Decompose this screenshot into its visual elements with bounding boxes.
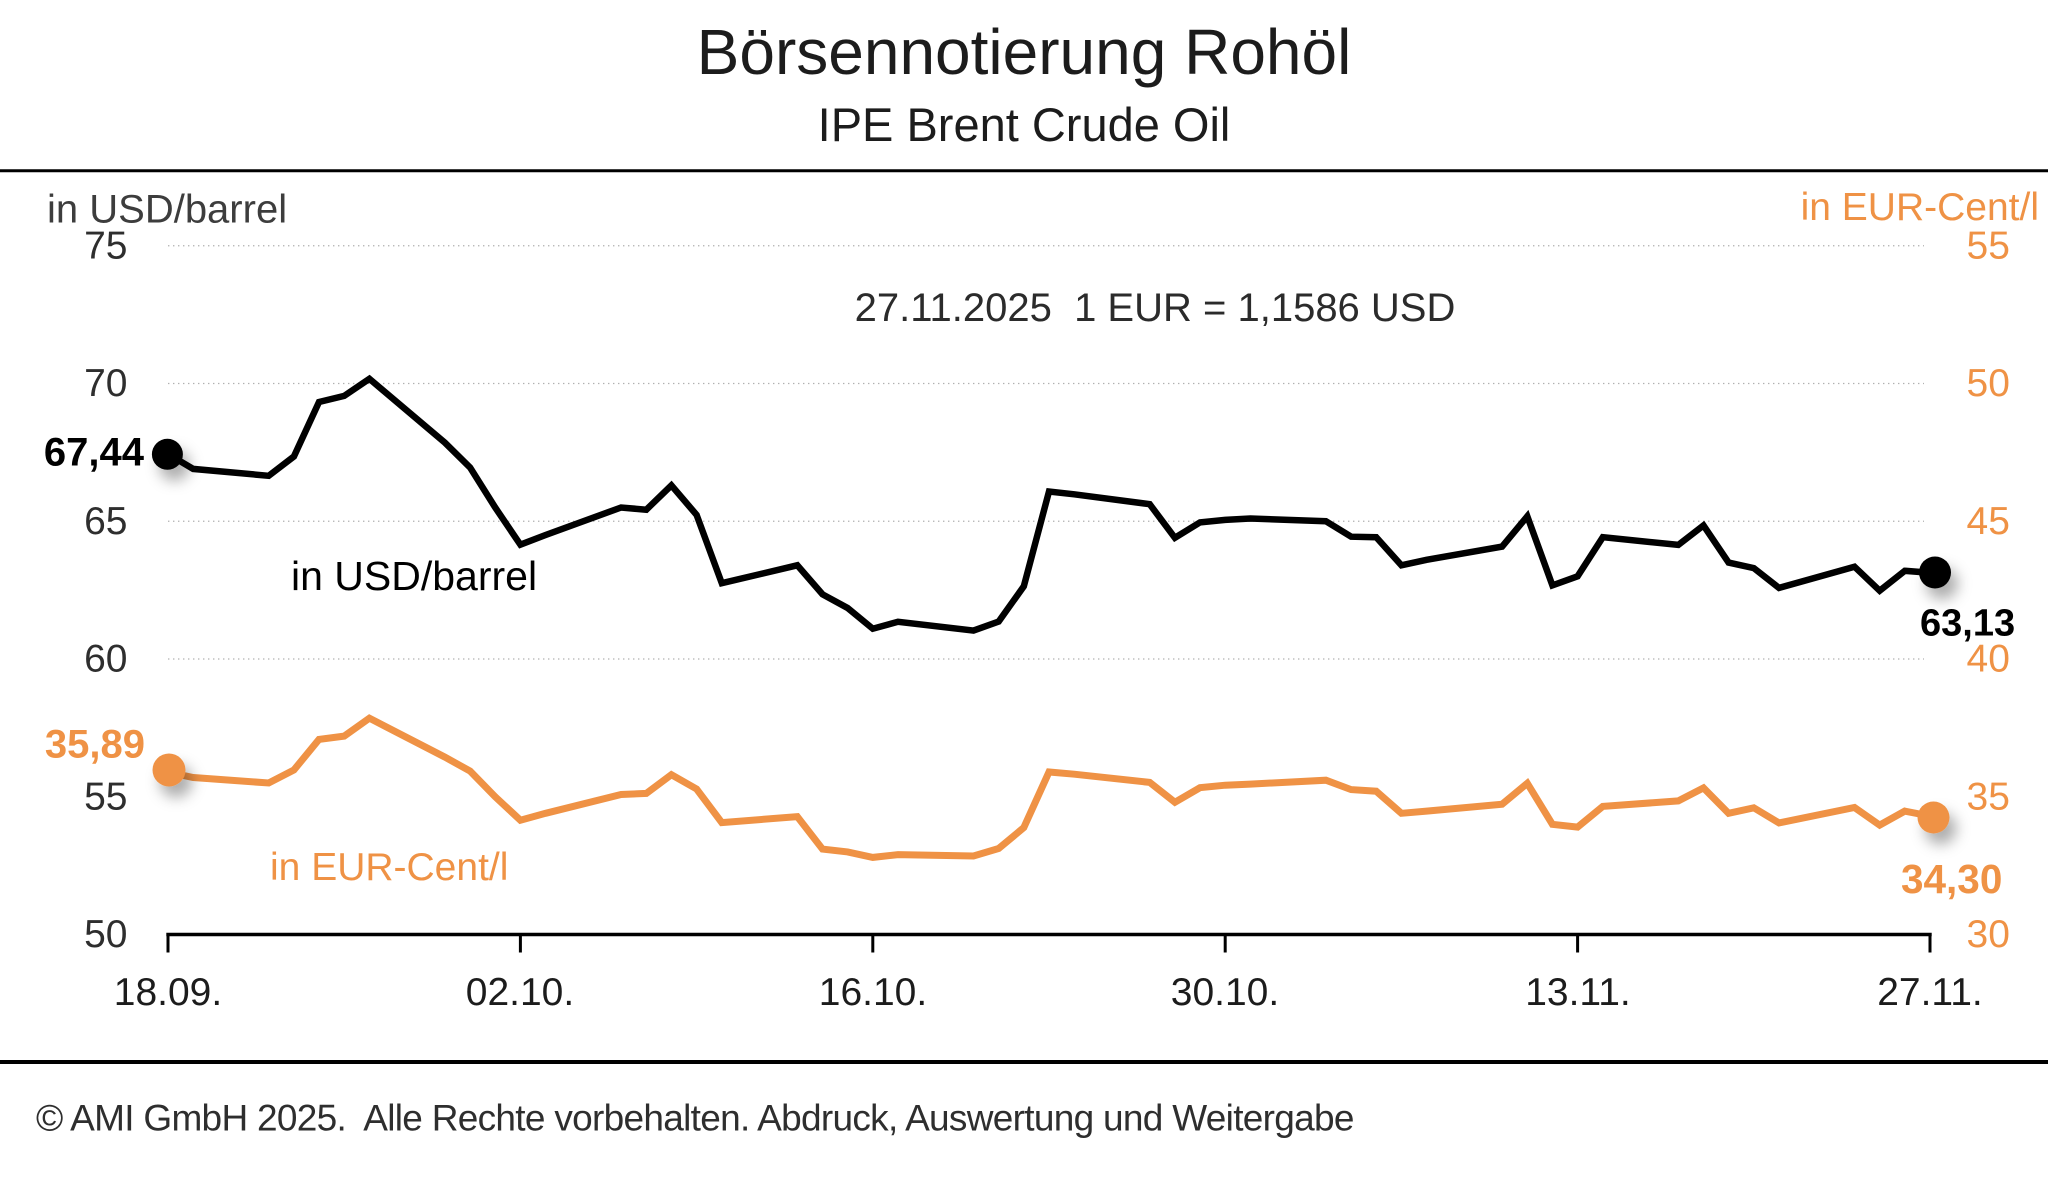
svg-text:27.11.: 27.11.	[1877, 971, 1983, 1014]
svg-text:in EUR-Cent/l: in EUR-Cent/l	[270, 846, 508, 889]
svg-text:35,89: 35,89	[45, 723, 145, 767]
svg-text:34,30: 34,30	[1901, 856, 2002, 902]
svg-text:18.09.: 18.09.	[114, 971, 222, 1014]
svg-text:in USD/barrel: in USD/barrel	[47, 188, 287, 232]
svg-text:50: 50	[1967, 362, 2010, 405]
svg-text:75: 75	[84, 225, 127, 268]
svg-text:35: 35	[1967, 775, 2010, 818]
svg-text:27.11.2025 1 EUR = 1,1586 USD: 27.11.2025 1 EUR = 1,1586 USD	[855, 286, 1456, 330]
svg-text:in USD/barrel: in USD/barrel	[291, 553, 537, 599]
svg-text:50: 50	[84, 913, 127, 956]
svg-text:55: 55	[1967, 225, 2010, 268]
svg-text:02.10.: 02.10.	[466, 971, 574, 1014]
svg-text:30.10.: 30.10.	[1171, 971, 1279, 1014]
svg-text:40: 40	[1967, 638, 2010, 681]
svg-text:in EUR-Cent/l: in EUR-Cent/l	[1801, 186, 2039, 229]
svg-text:60: 60	[84, 638, 127, 681]
svg-text:65: 65	[84, 500, 127, 543]
svg-text:55: 55	[84, 775, 127, 818]
svg-text:45: 45	[1967, 500, 2010, 543]
svg-text:67,44: 67,44	[44, 431, 145, 475]
svg-text:16.10.: 16.10.	[819, 971, 927, 1014]
svg-text:13.11.: 13.11.	[1525, 971, 1631, 1014]
svg-text:63,13: 63,13	[1920, 603, 2015, 645]
svg-text:Börsennotierung Rohöl: Börsennotierung Rohöl	[697, 16, 1352, 88]
svg-text:IPE Brent Crude Oil: IPE Brent Crude Oil	[818, 98, 1231, 151]
svg-text:30: 30	[1967, 913, 2010, 956]
svg-text:70: 70	[84, 362, 127, 405]
svg-text:© AMI GmbH 2025. Alle Rechte: © AMI GmbH 2025. Alle Rechte vorbehalten…	[36, 1098, 1354, 1139]
